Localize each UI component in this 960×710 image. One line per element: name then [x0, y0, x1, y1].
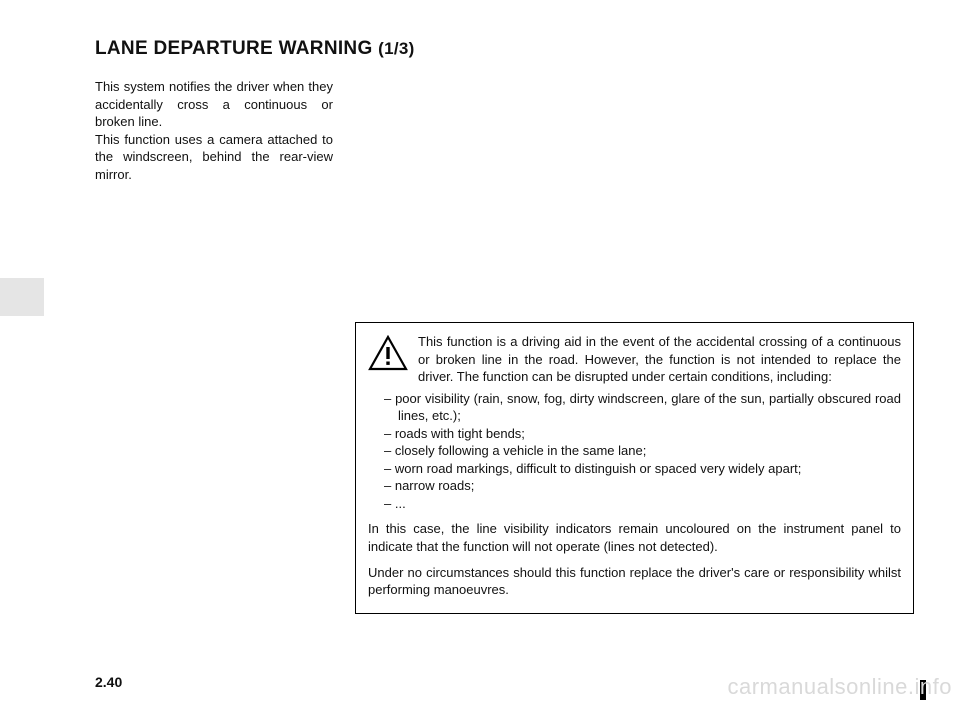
warning-paragraph: In this case, the line visibility indica…: [368, 520, 901, 555]
warning-box: This function is a driving aid in the ev…: [355, 322, 914, 614]
page-number: 2.40: [95, 674, 122, 690]
section-tab: [0, 278, 44, 316]
warning-list-item: roads with tight bends;: [384, 425, 901, 443]
warning-list: poor visibility (rain, snow, fog, dirty …: [368, 390, 901, 513]
warning-header: This function is a driving aid in the ev…: [368, 333, 901, 386]
warning-lead: This function is a driving aid in the ev…: [418, 333, 901, 386]
warning-list-item: narrow roads;: [384, 477, 901, 495]
warning-triangle-icon: [368, 335, 408, 371]
warning-list-item: closely following a vehicle in the same …: [384, 442, 901, 460]
page-heading: LANE DEPARTURE WARNING (1/3): [95, 38, 415, 60]
warning-list-item: worn road markings, difficult to disting…: [384, 460, 901, 478]
intro-body: This system notifies the driver when the…: [95, 79, 333, 182]
warning-list-item: ...: [384, 495, 901, 513]
intro-text: This system notifies the driver when the…: [95, 78, 333, 183]
heading-title: LANE DEPARTURE WARNING: [95, 38, 373, 59]
warning-paragraph: Under no circumstances should this funct…: [368, 564, 901, 599]
warning-list-item: poor visibility (rain, snow, fog, dirty …: [384, 390, 901, 425]
watermark-text: carmanualsonline.info: [727, 674, 952, 700]
heading-part: (1/3): [378, 39, 414, 58]
manual-page: LANE DEPARTURE WARNING (1/3) This system…: [0, 0, 960, 710]
